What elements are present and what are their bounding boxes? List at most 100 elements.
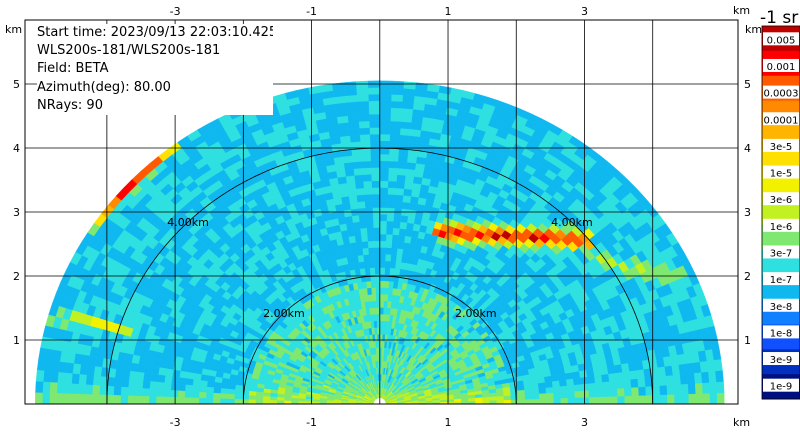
scan-cell <box>680 383 689 395</box>
scan-cell <box>383 280 390 288</box>
scan-cell <box>369 274 376 282</box>
scan-cell <box>503 399 512 404</box>
scan-cell <box>359 134 371 142</box>
scan-cell <box>382 313 387 322</box>
y-tick-label-right: 2 <box>744 270 751 283</box>
scan-cell <box>517 394 526 400</box>
scan-cell <box>709 392 718 404</box>
scan-cell <box>50 371 59 384</box>
scan-cell <box>574 397 583 404</box>
scan-cell <box>341 202 351 211</box>
scan-cell <box>193 373 202 381</box>
scan-cell <box>379 140 390 148</box>
scan-cell <box>42 381 51 394</box>
scan-cell <box>345 94 358 103</box>
y-tick-label-left: 3 <box>13 206 20 219</box>
scan-cell <box>212 398 221 404</box>
scan-cell <box>396 248 404 256</box>
info-nrays: NRays: 90 <box>37 97 103 113</box>
scan-cell <box>199 380 208 388</box>
scan-cell <box>234 389 243 396</box>
scan-cell <box>77 393 86 404</box>
scan-cell <box>384 260 391 269</box>
scan-cell <box>356 194 365 203</box>
scan-cell <box>389 260 396 269</box>
scan-cell <box>71 373 80 385</box>
scan-cell <box>375 307 380 315</box>
scan-cell <box>371 173 380 182</box>
scan-cell <box>269 392 278 398</box>
scan-cell <box>368 260 375 269</box>
scan-cell <box>389 267 396 276</box>
scan-cell <box>373 247 380 255</box>
scan-cell <box>367 87 380 95</box>
scan-cell <box>368 113 380 122</box>
scan-cell <box>375 300 380 308</box>
scan-cell <box>207 375 216 383</box>
scan-cell <box>379 240 387 248</box>
scan-cell <box>213 387 222 394</box>
scan-cell <box>356 94 369 102</box>
scan-cell <box>650 367 660 378</box>
scan-cell <box>403 81 417 90</box>
scan-cell <box>353 174 364 183</box>
scan-cell <box>387 294 393 302</box>
scan-cell <box>234 394 242 400</box>
scan-cell <box>373 233 380 242</box>
colorbar-label: 3e-5 <box>770 142 793 153</box>
scan-cell <box>163 382 172 391</box>
scan-cell <box>142 372 152 382</box>
scan-cell <box>379 253 386 262</box>
scan-cell <box>392 221 401 229</box>
scan-cell <box>409 195 419 205</box>
x-tick-label-top: 3 <box>581 5 588 18</box>
scan-cell <box>404 175 415 184</box>
y-tick-label-right: 1 <box>744 334 751 347</box>
scan-cell <box>342 155 353 164</box>
scan-cell <box>340 142 352 151</box>
scan-cell <box>343 161 354 170</box>
scan-cell <box>546 398 554 404</box>
scan-cell <box>379 233 387 242</box>
scan-cell <box>248 390 257 397</box>
scan-cell <box>361 167 372 175</box>
scan-cell <box>572 377 582 386</box>
scan-cell <box>489 399 498 404</box>
scan-cell <box>364 200 373 209</box>
scan-cell <box>702 382 711 394</box>
scan-cell <box>369 127 380 135</box>
scan-cell <box>63 393 72 404</box>
scan-cell <box>185 378 194 386</box>
scan-cell <box>227 383 236 390</box>
scan-cell <box>382 320 387 328</box>
scan-cell <box>36 358 46 372</box>
y-tick-label-left: 2 <box>13 270 20 283</box>
scan-cell <box>241 394 249 400</box>
scan-cell <box>532 398 540 404</box>
colorbar-label: 3e-8 <box>770 302 793 313</box>
scan-cell <box>149 373 159 383</box>
scan-cell <box>120 386 129 396</box>
scan-cell <box>158 367 167 376</box>
scan-cell <box>370 167 380 175</box>
scan-cell <box>371 187 380 195</box>
scan-cell <box>386 300 392 309</box>
scan-cell <box>366 227 374 235</box>
x-tick-label-top: -3 <box>170 5 181 18</box>
scan-cell <box>402 94 415 103</box>
scan-cell <box>379 307 384 315</box>
colorbar-label: 3e-7 <box>770 248 793 259</box>
scan-cell <box>262 392 271 398</box>
scan-cell <box>385 247 392 255</box>
x-tick-label-bottom: 3 <box>581 416 588 429</box>
scan-cell <box>346 181 356 190</box>
scan-cell <box>386 220 394 229</box>
scan-cell <box>128 379 137 389</box>
scan-cell <box>191 385 200 393</box>
scan-cell <box>667 394 675 404</box>
scan-cell <box>134 395 143 404</box>
scan-cell <box>360 154 371 162</box>
scan-cell <box>362 174 372 182</box>
scan-cell <box>388 167 398 175</box>
scan-cell <box>383 293 389 302</box>
